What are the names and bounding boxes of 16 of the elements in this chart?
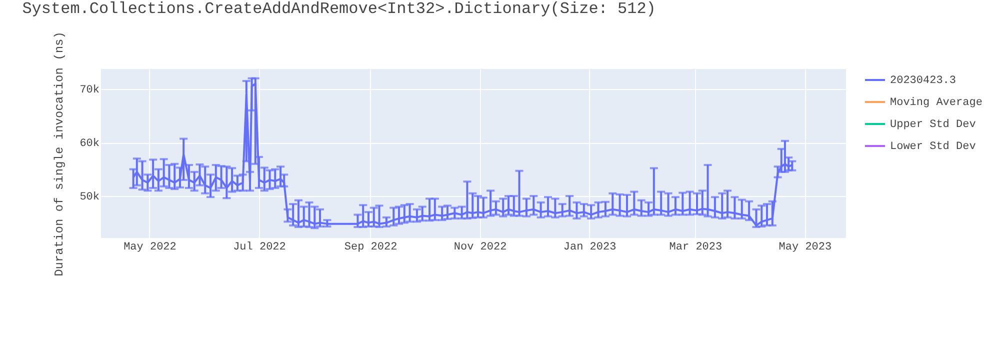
x-tick-label: Nov 2022 [454,242,507,254]
y-tick-label: 50k [80,192,100,204]
x-tick-label: Sep 2022 [344,242,398,254]
y-tick-label: 70k [80,84,100,97]
legend-label: Upper Std Dev [890,119,976,131]
legend-label: Lower Std Dev [890,141,976,153]
x-tick-label: Mar 2023 [669,242,722,254]
legend-label: Moving Average [890,97,982,109]
y-tick-label: 60k [80,138,100,150]
x-tick-label: Jan 2023 [563,242,616,254]
x-tick-label: Jul 2022 [233,242,286,254]
legend-label: 20230423.3 [890,75,956,87]
y-axis-title: Duration of single invocation (ns) [52,32,67,276]
chart-title: System.Collections.CreateAddAndRemove<Int32>.Dictionary(Size: 512) [22,0,656,18]
x-tick-label: May 2022 [124,242,176,254]
x-tick-label: May 2023 [778,242,832,254]
